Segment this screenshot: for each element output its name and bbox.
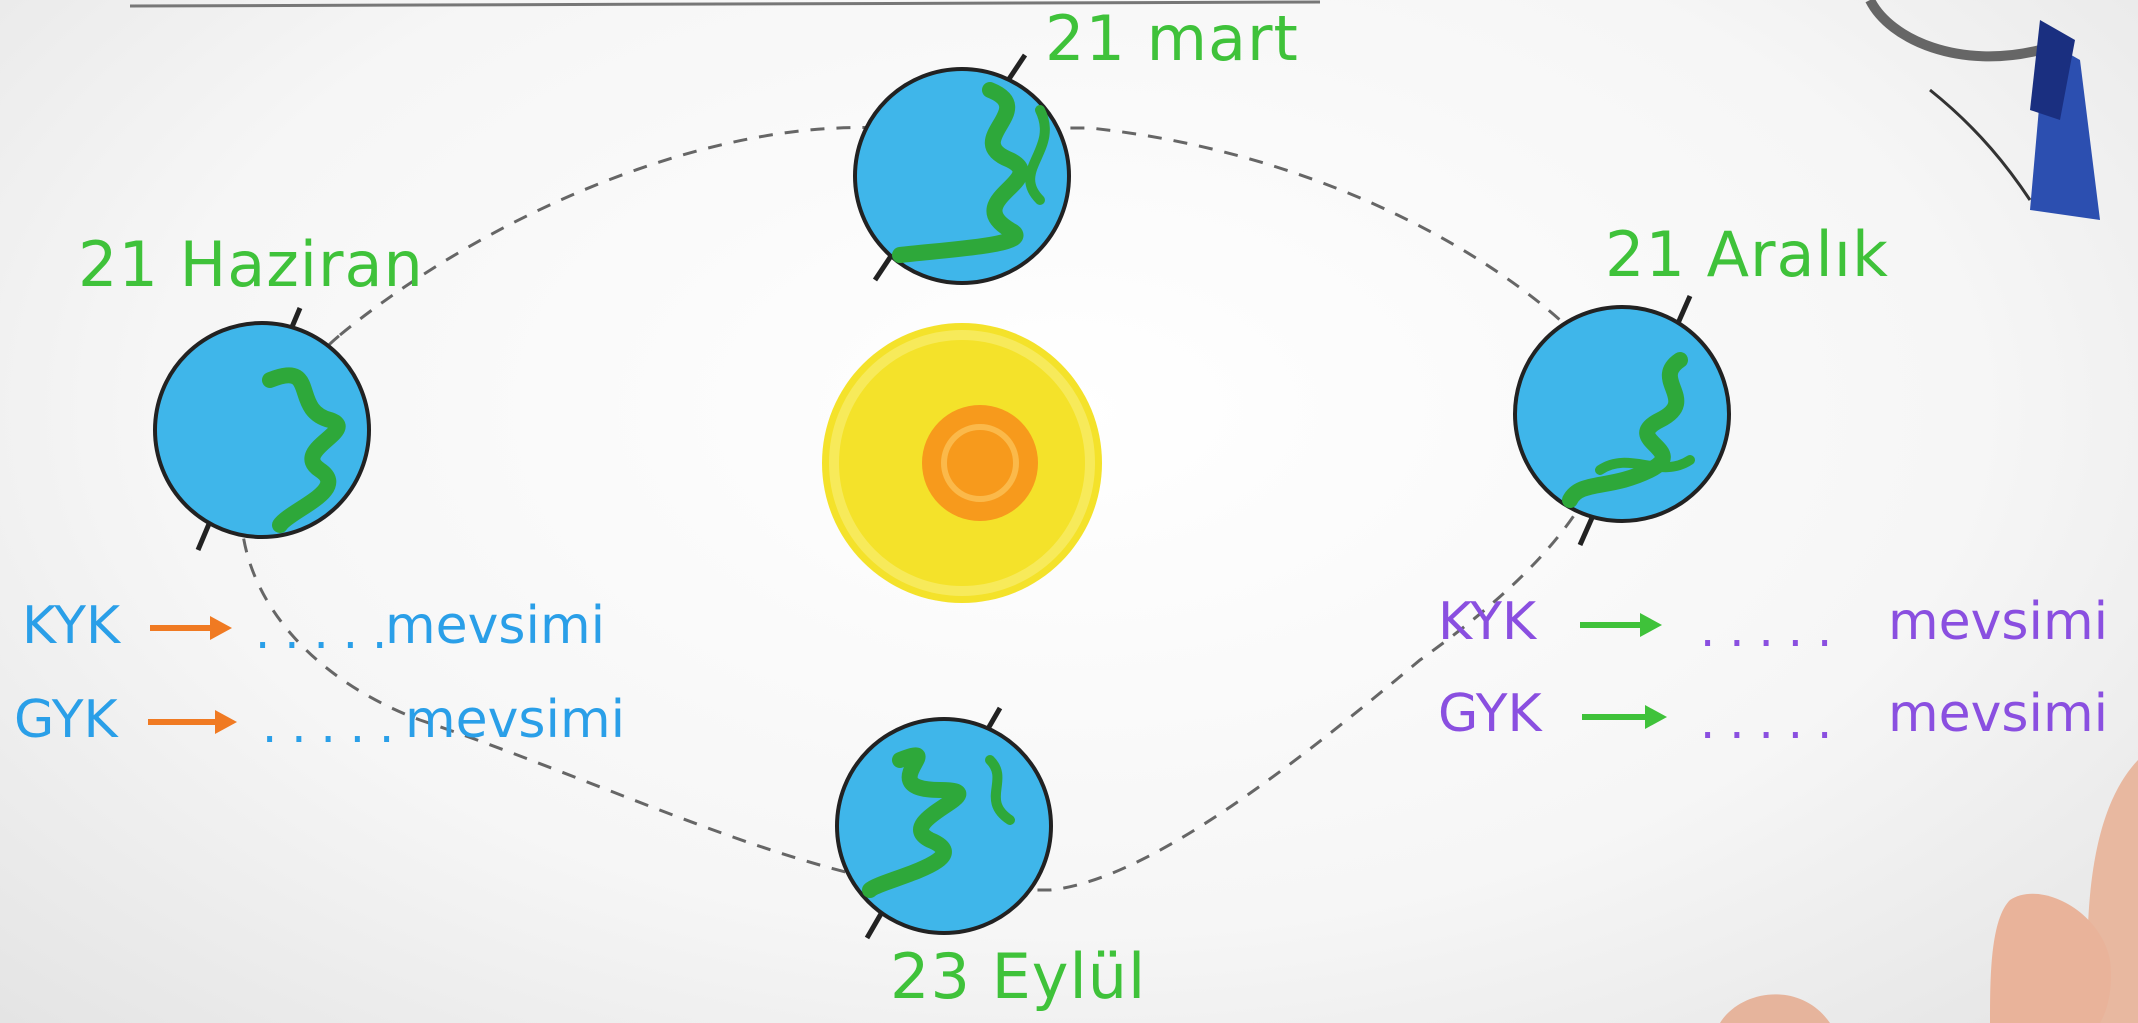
left-kyk-blank: ..... bbox=[255, 604, 402, 660]
date-label-september: 23 Eylül bbox=[890, 940, 1147, 1013]
right-gyk-label: GYK bbox=[1438, 684, 1542, 744]
sun-icon bbox=[822, 323, 1102, 603]
earth-march-icon bbox=[853, 53, 1071, 285]
magnifier-character-icon bbox=[1865, 0, 2100, 220]
date-label-june: 21 Haziran bbox=[78, 228, 424, 301]
date-label-march: 21 mart bbox=[1045, 2, 1299, 75]
left-gyk-blank: ..... bbox=[262, 698, 409, 754]
right-kyk-blank: ..... bbox=[1700, 602, 1847, 658]
earth-september-icon bbox=[835, 706, 1053, 940]
right-arrow-kyk-icon bbox=[1580, 613, 1662, 637]
right-gyk-blank: ..... bbox=[1700, 694, 1847, 750]
earth-december-icon bbox=[1513, 294, 1731, 547]
right-kyk-label: KYK bbox=[1438, 592, 1537, 652]
right-kyk-season-word: mevsimi bbox=[1888, 592, 2109, 652]
earth-june-icon bbox=[153, 307, 371, 551]
date-label-december: 21 Aralık bbox=[1605, 218, 1889, 291]
hand-image bbox=[1720, 760, 2138, 1023]
left-kyk-season-word: mevsimi bbox=[385, 596, 606, 656]
left-kyk-label: KYK bbox=[22, 596, 121, 656]
left-arrow-gyk-icon bbox=[148, 710, 237, 734]
top-line bbox=[129, 0, 1321, 8]
left-gyk-season-word: mevsimi bbox=[405, 690, 626, 750]
left-arrow-kyk-icon bbox=[150, 616, 232, 640]
right-gyk-season-word: mevsimi bbox=[1888, 684, 2109, 744]
left-gyk-label: GYK bbox=[14, 690, 118, 750]
right-arrow-gyk-icon bbox=[1582, 705, 1667, 729]
